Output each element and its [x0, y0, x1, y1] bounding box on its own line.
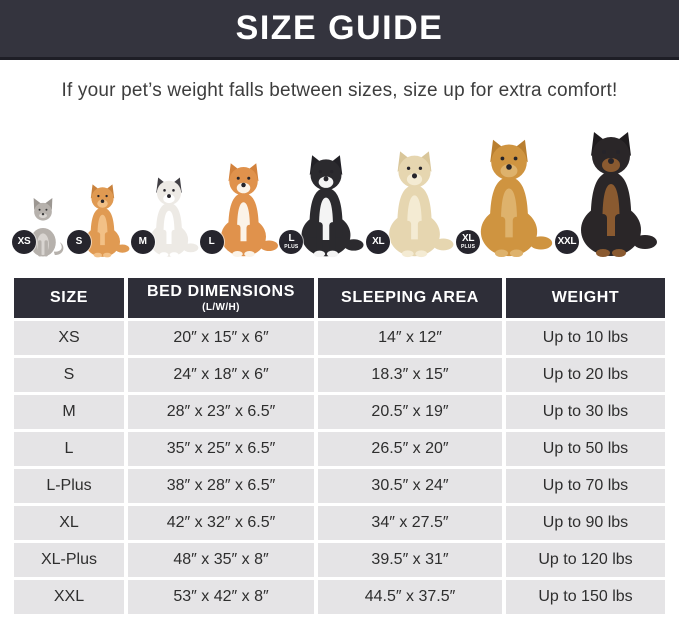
pet-size-lineup: XS S M L [12, 106, 665, 258]
size-badge-sublabel: PLUS [460, 244, 476, 250]
column-header-sleeping-area: SLEEPING AREA [318, 278, 502, 318]
cell-bed-dimensions: 48″ x 35″ x 8″ [128, 543, 314, 577]
column-header-size: SIZE [14, 278, 124, 318]
size-badge-label: XL [461, 233, 475, 244]
pet-figure-pomeranian: S [66, 182, 132, 258]
cell-weight: Up to 20 lbs [506, 358, 665, 392]
cell-sleeping-area: 39.5″ x 31″ [318, 543, 502, 577]
cell-bed-dimensions: 35″ x 25″ x 6.5″ [128, 432, 314, 466]
pet-figure-labrador: XL [366, 148, 457, 258]
cell-sleeping-area: 30.5″ x 24″ [318, 469, 502, 503]
cell-bed-dimensions: 38″ x 28″ x 6.5″ [128, 469, 314, 503]
size-badge-sublabel: PLUS [284, 244, 299, 250]
cell-bed-dimensions: 42″ x 32″ x 6.5″ [128, 506, 314, 540]
cell-weight: Up to 30 lbs [506, 395, 665, 429]
size-badge-xl-plus: XL PLUS [456, 230, 481, 254]
cell-bed-dimensions: 28″ x 23″ x 6.5″ [128, 395, 314, 429]
column-header-sublabel: (L/W/H) [202, 302, 240, 313]
header-banner: SIZE GUIDE [0, 0, 679, 60]
size-badge-l: L [199, 230, 224, 254]
cell-sleeping-area: 18.3″ x 15″ [318, 358, 502, 392]
size-badge-xl: XL [366, 230, 391, 254]
cell-sleeping-area: 14″ x 12″ [318, 321, 502, 355]
cell-size: M [14, 395, 124, 429]
page-title: SIZE GUIDE [235, 9, 444, 47]
size-badge-label: S [75, 236, 83, 247]
pet-figure-border-collie: L PLUS [279, 152, 367, 258]
cell-sleeping-area: 20.5″ x 19″ [318, 395, 502, 429]
cell-bed-dimensions: 20″ x 15″ x 6″ [128, 321, 314, 355]
cell-size: XXL [14, 580, 124, 614]
size-badge-s: S [66, 230, 91, 254]
cell-weight: Up to 90 lbs [506, 506, 665, 540]
column-header-label: SLEEPING AREA [341, 289, 479, 306]
size-badge-label: XS [17, 236, 31, 247]
cell-size: XL [14, 506, 124, 540]
size-badge-m: M [130, 230, 155, 254]
column-header-bed-dimensions: BED DIMENSIONS (L/W/H) [128, 278, 314, 318]
size-table: SIZE BED DIMENSIONS (L/W/H) SLEEPING ARE… [14, 278, 665, 614]
cell-sleeping-area: 34″ x 27.5″ [318, 506, 502, 540]
size-badge-xxl: XXL [554, 230, 579, 254]
column-header-label: SIZE [50, 289, 88, 306]
cell-size: XL-Plus [14, 543, 124, 577]
cell-bed-dimensions: 24″ x 18″ x 6″ [128, 358, 314, 392]
cell-size: L-Plus [14, 469, 124, 503]
cell-bed-dimensions: 53″ x 42″ x 8″ [128, 580, 314, 614]
cell-size: L [14, 432, 124, 466]
column-header-weight: WEIGHT [506, 278, 665, 318]
pet-figure-french-bulldog: M [130, 175, 201, 258]
cell-weight: Up to 120 lbs [506, 543, 665, 577]
cell-weight: Up to 10 lbs [506, 321, 665, 355]
size-badge-label: L [208, 236, 215, 247]
cell-weight: Up to 150 lbs [506, 580, 665, 614]
cell-weight: Up to 70 lbs [506, 469, 665, 503]
size-badge-l-plus: L PLUS [279, 230, 304, 254]
cell-sleeping-area: 44.5″ x 37.5″ [318, 580, 502, 614]
size-badge-label: L [288, 233, 295, 244]
cell-sleeping-area: 26.5″ x 20″ [318, 432, 502, 466]
cell-size: S [14, 358, 124, 392]
pet-figure-cat: XS [12, 194, 68, 258]
pet-figure-doberman: XXL [554, 128, 661, 258]
pet-figure-golden-retriever: XL PLUS [456, 136, 556, 258]
size-badge-label: XXL [557, 236, 577, 247]
size-badge-label: M [138, 236, 147, 247]
size-badge-xs: XS [12, 230, 36, 254]
size-badge-label: XL [372, 236, 385, 247]
pet-figure-shiba-inu: L [199, 160, 281, 258]
cell-weight: Up to 50 lbs [506, 432, 665, 466]
column-header-label: WEIGHT [551, 289, 620, 306]
column-header-label: BED DIMENSIONS [147, 283, 295, 300]
cell-size: XS [14, 321, 124, 355]
subtitle-text: If your pet’s weight falls between sizes… [61, 80, 618, 101]
